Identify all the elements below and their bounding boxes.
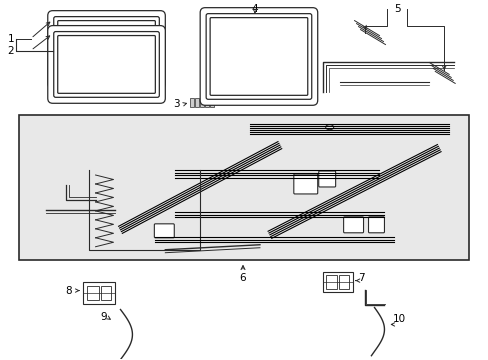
Bar — [101, 285, 110, 300]
FancyBboxPatch shape — [54, 17, 159, 82]
FancyBboxPatch shape — [58, 36, 155, 93]
Bar — [190, 98, 194, 107]
FancyBboxPatch shape — [293, 174, 317, 194]
Bar — [82, 282, 114, 303]
FancyBboxPatch shape — [200, 8, 317, 105]
Text: 2: 2 — [8, 45, 14, 55]
Text: 3: 3 — [173, 99, 180, 109]
FancyBboxPatch shape — [210, 18, 307, 95]
FancyBboxPatch shape — [48, 26, 165, 103]
FancyBboxPatch shape — [48, 11, 165, 88]
FancyBboxPatch shape — [154, 224, 174, 238]
Bar — [205, 98, 209, 107]
Bar — [338, 275, 348, 289]
Bar — [210, 98, 214, 107]
FancyBboxPatch shape — [206, 14, 311, 99]
Text: 6: 6 — [239, 273, 246, 283]
Text: 9: 9 — [100, 312, 107, 323]
Bar — [325, 275, 336, 289]
Text: 7: 7 — [358, 273, 364, 283]
Bar — [195, 98, 199, 107]
Text: 10: 10 — [392, 314, 405, 324]
Text: 8: 8 — [65, 285, 72, 296]
Text: 4: 4 — [251, 4, 258, 14]
Bar — [86, 285, 99, 300]
Ellipse shape — [325, 125, 333, 130]
Bar — [200, 98, 203, 107]
FancyBboxPatch shape — [343, 217, 363, 233]
FancyBboxPatch shape — [368, 217, 384, 233]
Text: 1: 1 — [8, 33, 14, 44]
Bar — [322, 272, 352, 292]
Bar — [19, 115, 468, 260]
Text: 5: 5 — [393, 4, 400, 14]
FancyBboxPatch shape — [58, 21, 155, 78]
FancyBboxPatch shape — [54, 32, 159, 97]
FancyBboxPatch shape — [318, 171, 335, 187]
